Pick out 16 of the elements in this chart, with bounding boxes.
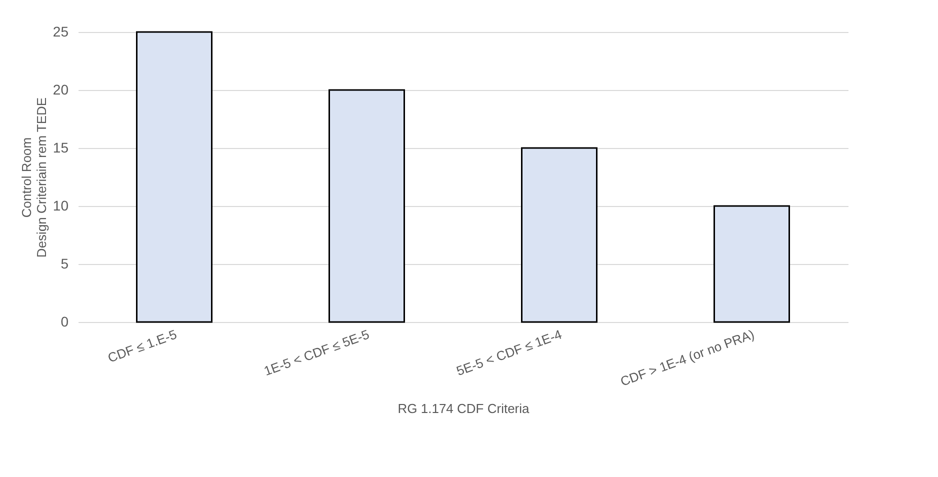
x-tick-label: CDF ≤ 1.E-5	[106, 326, 179, 366]
x-tick-label: CDF > 1E-4 (or no PRA)	[618, 326, 756, 390]
bar	[136, 31, 212, 323]
y-tick-label: 25	[52, 24, 69, 40]
x-axis-title: RG 1.174 CDF Criteria	[398, 401, 530, 416]
y-tick-label: 20	[52, 82, 69, 98]
x-tick-label: 5E-5 < CDF ≤ 1E-4	[454, 326, 564, 379]
bar	[521, 147, 598, 323]
bar	[714, 205, 790, 323]
y-axis-title: Control Room Design Criteriain rem TEDE	[18, 97, 49, 258]
y-tick-label: 0	[60, 314, 69, 330]
x-tick-label: 1E-5 < CDF ≤ 5E-5	[262, 326, 372, 379]
y-tick-label: 15	[52, 140, 69, 156]
y-tick-label: 10	[52, 198, 69, 214]
y-tick-label: 5	[60, 256, 69, 272]
bar	[328, 89, 405, 323]
